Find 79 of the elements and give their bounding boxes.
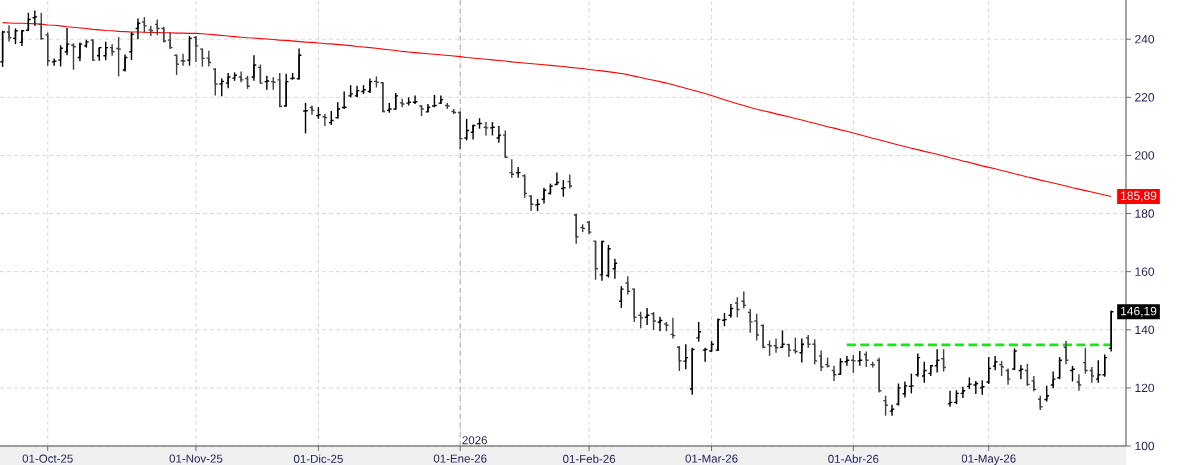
y-tick-label: 120 xyxy=(1135,383,1155,393)
candlestick xyxy=(631,287,638,323)
candlestick xyxy=(914,352,921,378)
candlestick xyxy=(38,12,45,41)
candlestick xyxy=(734,296,741,318)
candlestick xyxy=(760,323,767,350)
candlestick xyxy=(985,356,992,385)
candlestick xyxy=(831,365,838,382)
candlestick xyxy=(502,129,509,159)
candlestick xyxy=(457,110,464,151)
candlestick xyxy=(44,31,51,67)
candlestick xyxy=(186,35,193,67)
candlestick xyxy=(573,213,580,245)
candlestick xyxy=(296,47,303,81)
candlestick xyxy=(934,348,941,374)
text: 146,19 xyxy=(1121,306,1157,317)
candlestick xyxy=(856,350,863,367)
candlestick xyxy=(212,67,219,97)
x-tick-label: 01-Nov-25 xyxy=(169,454,223,463)
candlestick xyxy=(592,240,599,281)
candlestick xyxy=(895,382,902,407)
candlestick xyxy=(689,347,696,396)
candlestick xyxy=(908,372,915,395)
candlestick xyxy=(192,35,199,63)
candlestick xyxy=(714,317,722,352)
x-tick-label: 01-Mar-26 xyxy=(685,454,738,463)
y-tick-label: 220 xyxy=(1135,93,1155,102)
candlestick xyxy=(1075,373,1082,392)
y-tick-label: 200 xyxy=(1135,151,1155,160)
candlestick xyxy=(702,347,709,363)
candlestick xyxy=(921,361,928,384)
y-tick-label: 180 xyxy=(1135,209,1155,218)
candlestick xyxy=(379,81,386,113)
candlestick xyxy=(1024,363,1031,387)
candlestick xyxy=(115,36,122,78)
candlestick xyxy=(302,102,309,135)
candlestick xyxy=(611,258,618,280)
candlestick xyxy=(818,349,825,372)
candlestick xyxy=(64,27,71,56)
y-tick-label: 100 xyxy=(1135,441,1155,451)
x-tick-label: 01-Oct-25 xyxy=(22,454,73,463)
candlestick xyxy=(521,173,528,199)
candlestick xyxy=(134,17,141,40)
x-tick-label: 01-May-26 xyxy=(961,454,1016,465)
candlestick xyxy=(128,31,135,61)
candlestick xyxy=(31,9,38,27)
candlestick xyxy=(263,75,270,91)
candlestick xyxy=(70,42,77,71)
y-tick-label: 160 xyxy=(1135,267,1155,276)
candlestick xyxy=(876,356,883,394)
x-tick-label: 01-Feb-26 xyxy=(563,454,616,463)
candlestick xyxy=(0,30,6,68)
candlestick xyxy=(250,54,257,82)
candlestick xyxy=(676,345,683,372)
y-tick-label: 240 xyxy=(1135,34,1155,44)
x-tick-label: 01-Ene-26 xyxy=(433,454,487,463)
candlestick xyxy=(605,244,612,279)
candlestick xyxy=(1108,309,1115,353)
candlestick xyxy=(276,72,283,108)
candlestick xyxy=(257,63,264,85)
candlestick xyxy=(495,125,502,144)
candlestick xyxy=(1011,347,1018,371)
candlestick xyxy=(399,98,406,108)
candlestick xyxy=(205,50,212,68)
ref-line-label: 2026 xyxy=(462,436,487,445)
y-tick-label: 140 xyxy=(1135,325,1155,335)
candlestick xyxy=(89,38,96,62)
candlestick xyxy=(695,321,702,343)
candlestick xyxy=(283,73,290,108)
x-tick-label: 01-Dic-25 xyxy=(293,454,343,463)
candlestick xyxy=(889,404,896,417)
x-tick-label: 01-Abr-26 xyxy=(828,454,879,463)
candlestick xyxy=(1063,340,1070,366)
candlestick xyxy=(308,104,315,116)
candlestick xyxy=(1056,356,1063,380)
candlestick xyxy=(598,240,606,282)
data-label: 185,89 xyxy=(1121,191,1157,202)
candlestick xyxy=(76,41,83,62)
candlestick xyxy=(682,343,689,370)
